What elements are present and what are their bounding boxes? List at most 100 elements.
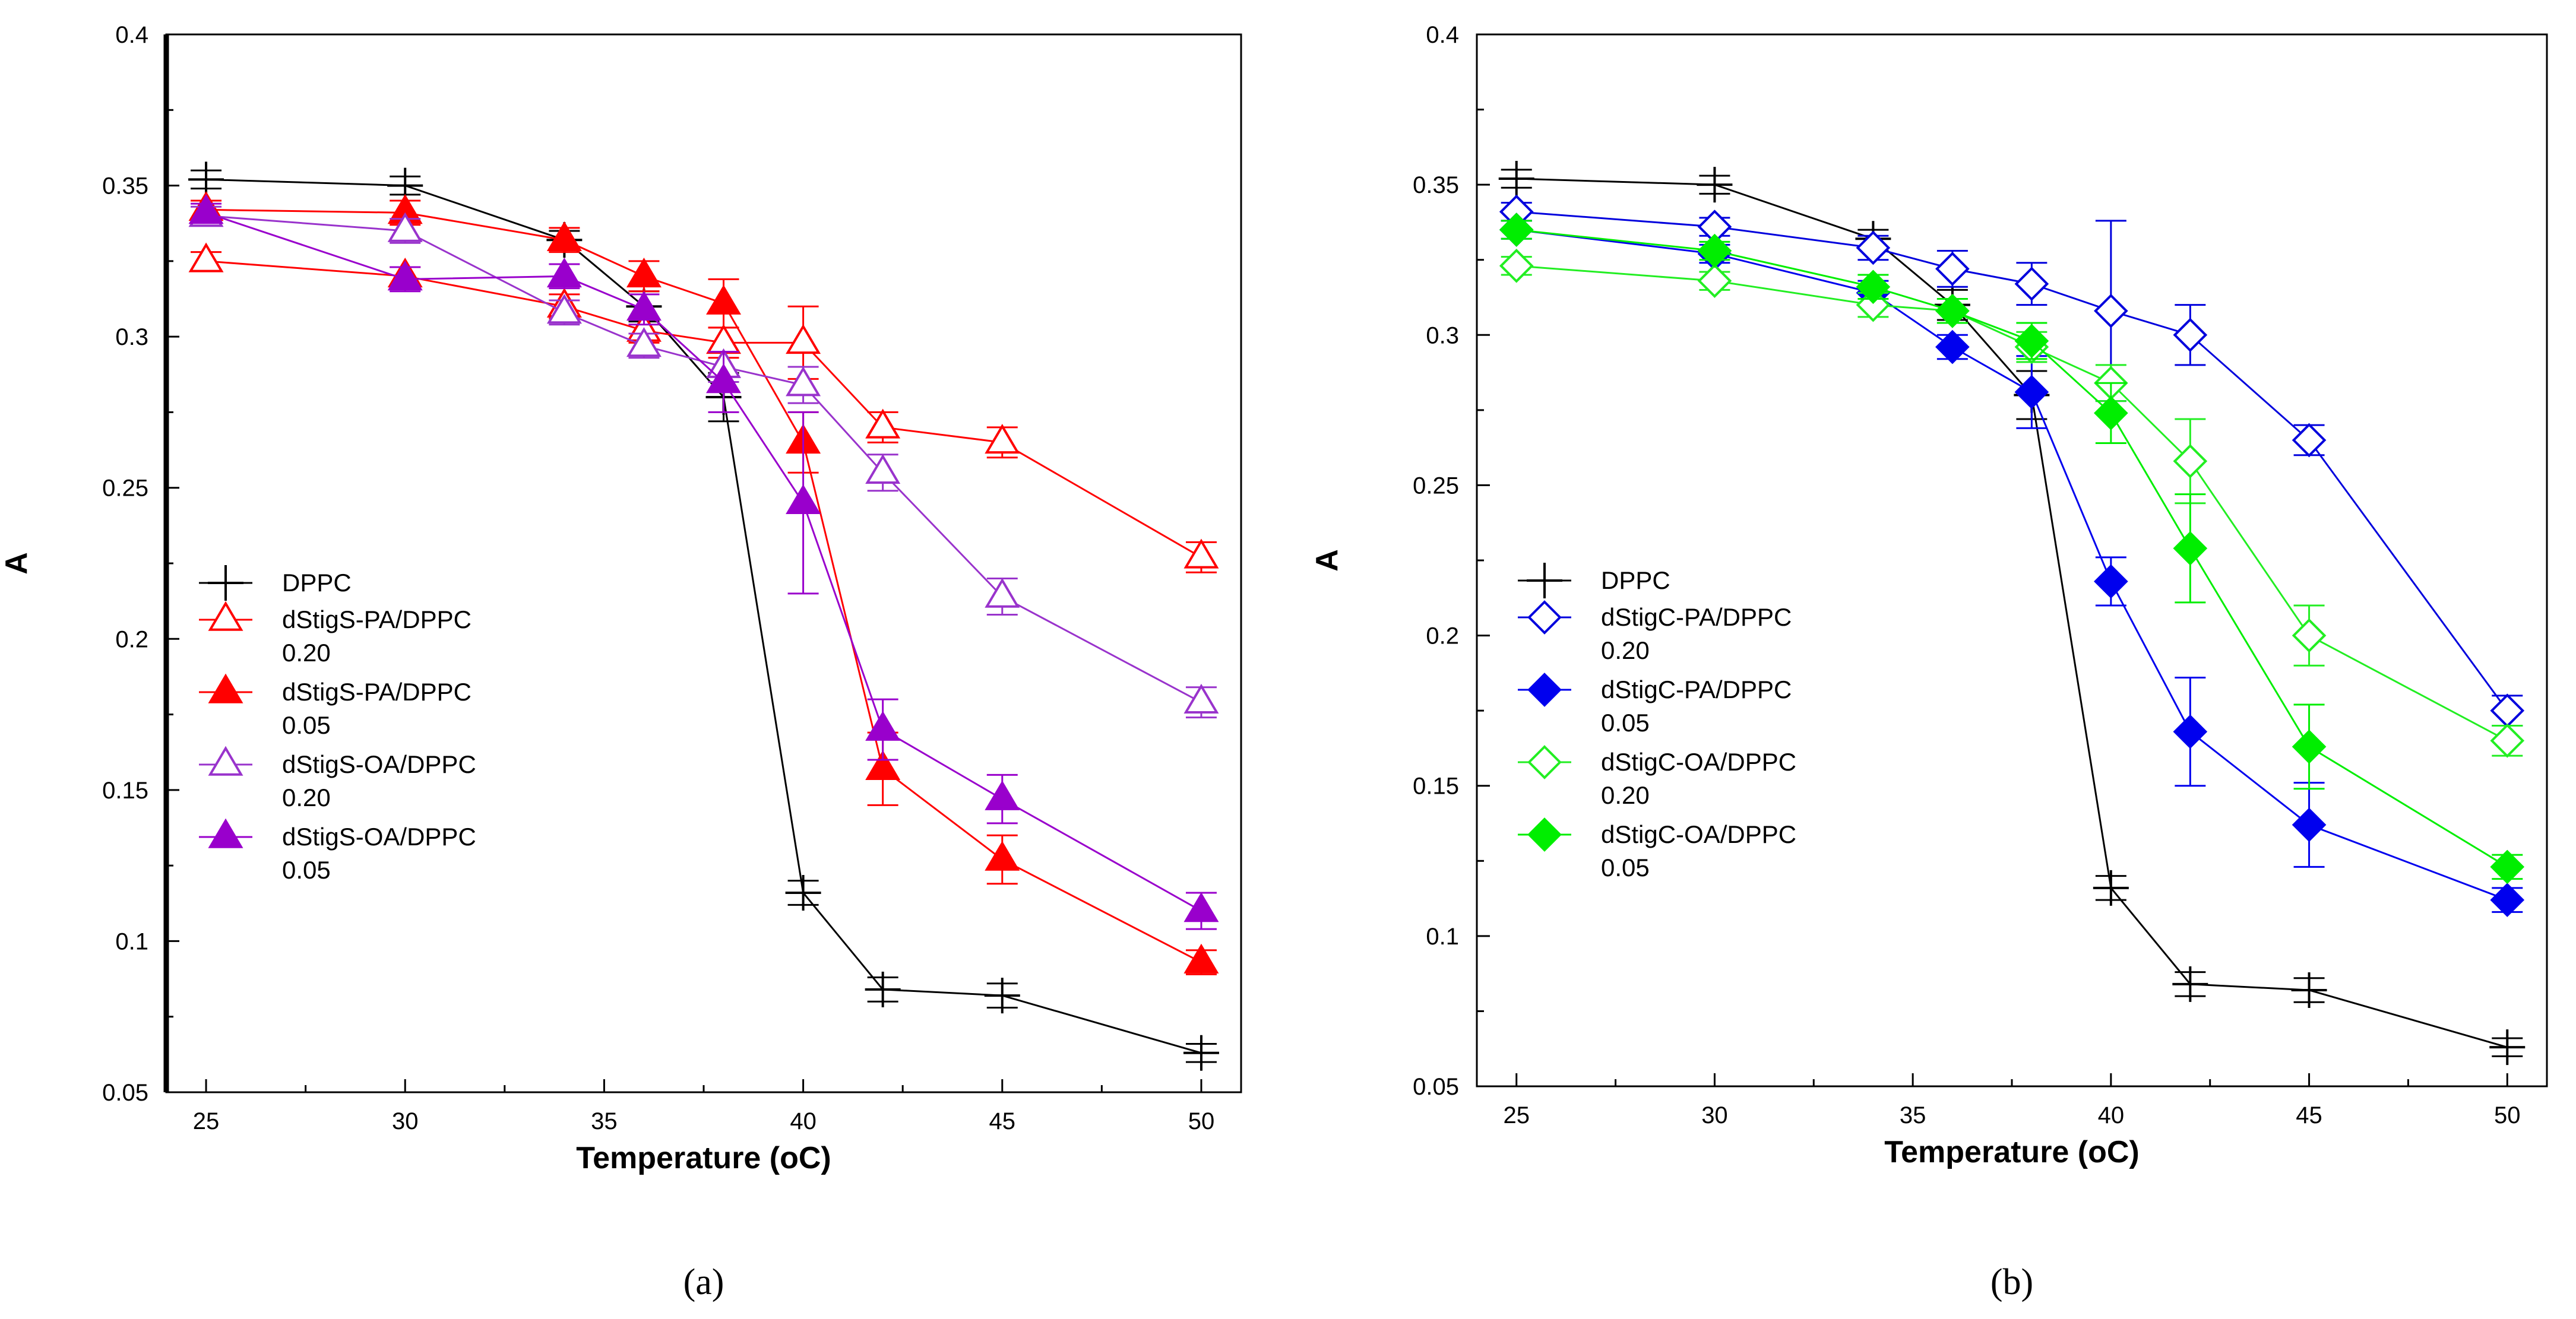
chart-a-data-point [546, 294, 582, 324]
chart-a-panel-label: (a) [683, 1262, 724, 1302]
chart-b-panel-label: (b) [1990, 1262, 2033, 1302]
chart-a-data-point [786, 366, 821, 397]
chart-a-data-point [626, 257, 662, 288]
chart-a-data-point [546, 221, 582, 252]
chart-a-svg: 0.05 0.1 0.15 0.2 0.25 0.3 0.35 0.4 25 30 35 40 45 50… [0, 22, 1242, 1302]
chart-a-legend-entry-3: dStigS-OA/DPPC 0.20 [199, 746, 476, 811]
chart-b-legend-label: 0.05 [1601, 854, 1650, 882]
chart-b-data-point [1499, 213, 1534, 247]
chart-a-plot-frame [165, 33, 1242, 1093]
chart-a-legend-label: 0.20 [282, 639, 331, 667]
chart-b-x-tick-label: 50 [2494, 1102, 2521, 1128]
chart-b-data-point [2490, 849, 2525, 884]
chart-b-series-1 [1499, 194, 2525, 728]
chart-a-series-3 [188, 197, 1219, 719]
chart-a-y-tick-label: 0.05 [102, 1080, 148, 1106]
chart-b-data-point [2173, 318, 2208, 353]
chart-b-y-tick-label: 0.15 [1413, 773, 1459, 800]
chart-a-data-point [865, 750, 901, 781]
chart-b-y-tick-label: 0.25 [1413, 473, 1459, 499]
chart-b-x-tick-label: 35 [1900, 1102, 1926, 1128]
chart-a-data-point [985, 841, 1020, 871]
chart-b-data-point [2490, 723, 2525, 758]
chart-b-data-point [2173, 714, 2208, 749]
chart-a-data-point [706, 284, 742, 315]
chart-b-legend-marker [1527, 673, 1562, 707]
chart-a-series-line [205, 260, 1202, 559]
chart-a-y-tick-label: 0.3 [115, 324, 148, 350]
chart-b-series-2 [1499, 213, 2525, 917]
chart-panel-a: 0.05 0.1 0.15 0.2 0.25 0.3 0.35 0.4 25 30 35 40 45 50… [0, 22, 1242, 1302]
chart-b-legend-marker [1527, 600, 1562, 635]
chart-a-data-point [1183, 943, 1219, 974]
chart-b-data-point [2014, 324, 2049, 359]
chart-b-data-point [2094, 293, 2128, 328]
chart-a-data-point [188, 194, 224, 224]
chart-b-x-tick-label: 30 [1701, 1102, 1728, 1128]
chart-b-legend-label: dStigC-PA/DPPC [1601, 676, 1792, 703]
chart-b-data-point [2173, 531, 2208, 566]
chart-a-data-point [706, 363, 742, 394]
chart-b-x-axis-title: Temperature (oC) [1884, 1135, 2140, 1169]
chart-a-x-tick-label: 45 [989, 1108, 1016, 1134]
chart-a-legend-marker [208, 818, 243, 848]
chart-b-y-tick-label: 0.2 [1426, 623, 1459, 649]
chart-b-legend-label: 0.05 [1601, 709, 1650, 737]
chart-a-y-tick-label: 0.25 [102, 475, 148, 502]
chart-a-data-point [865, 711, 901, 741]
chart-a-legend-entry-1: dStigS-PA/DPPC 0.20 [199, 601, 471, 667]
chart-b-y-tick-label: 0.35 [1413, 172, 1459, 198]
chart-b-data-point [2490, 693, 2525, 728]
chart-a-legend-label: 0.20 [282, 784, 331, 811]
chart-b-data-point [2094, 564, 2128, 599]
chart-b-data-point [1935, 329, 1970, 364]
chart-a-x-tick-label: 50 [1188, 1108, 1215, 1134]
chart-a-legend-label: dStigS-PA/DPPC [282, 605, 471, 633]
chart-a-data-point [865, 408, 901, 439]
chart-b-legend-entry-0: DPPC [1518, 563, 1670, 598]
chart-panel-b: 0.05 0.1 0.15 0.2 0.25 0.3 0.35 0.4 25 30 35 40 45 50… [1288, 0, 2576, 1319]
chart-a-x-tick-label: 40 [790, 1108, 817, 1134]
chart-a-legend-label: 0.05 [282, 711, 331, 739]
chart-a-legend-label: 0.05 [282, 856, 331, 884]
chart-b-series-line [1516, 265, 2508, 742]
chart-b-series-line [1516, 229, 2508, 901]
chart-a-data-point [985, 423, 1020, 454]
chart-b-data-point [1935, 293, 1970, 328]
chart-b-legend-label: dStigC-OA/DPPC [1601, 748, 1796, 776]
chart-a-data-point [1183, 538, 1219, 569]
chart-b-plot-frame [1476, 33, 2548, 1087]
chart-a-data-point [786, 484, 821, 514]
chart-b-data-point [2173, 444, 2208, 478]
chart-b-legend-label: 0.20 [1601, 781, 1650, 809]
chart-b-data-point [2014, 267, 2049, 302]
chart-a-data-point [626, 327, 662, 357]
chart-b-data-point [1697, 264, 1732, 298]
chart-b-legend-label: dStigC-PA/DPPC [1601, 603, 1792, 631]
chart-b-legend-label: DPPC [1601, 566, 1670, 594]
chart-a-y-axis-title: A [0, 552, 34, 575]
chart-a-data-point [786, 324, 821, 354]
chart-a-legend-marker [208, 746, 243, 776]
chart-b-data-point [2094, 396, 2128, 430]
chart-a-data-point [387, 212, 423, 242]
chart-a-y-tick-label: 0.2 [115, 626, 148, 652]
chart-b-y-tick-label: 0.05 [1413, 1074, 1459, 1100]
chart-b-legend-label: 0.20 [1601, 636, 1650, 664]
chart-a-y-tick-label: 0.1 [115, 928, 148, 955]
chart-a-legend-label: dStigS-OA/DPPC [282, 823, 476, 851]
chart-b-data-point [2292, 730, 2327, 764]
chart-a-data-point [1183, 892, 1219, 922]
chart-a-data-point [985, 780, 1020, 810]
chart-b-y-tick-label: 0.3 [1426, 322, 1459, 348]
chart-b-series-4 [1499, 213, 2525, 884]
chart-b-legend-entry-4: dStigC-OA/DPPC 0.05 [1518, 817, 1796, 882]
chart-a-legend-entry-2: dStigS-PA/DPPC 0.05 [199, 673, 471, 739]
chart-b-data-point [2292, 423, 2327, 458]
chart-b-y-tick-label: 0.1 [1426, 924, 1459, 950]
chart-a-legend-label: dStigS-PA/DPPC [282, 678, 471, 706]
chart-b-data-point [1856, 230, 1891, 265]
chart-a-legend-marker [208, 601, 243, 631]
chart-b-x-tick-label: 45 [2296, 1102, 2322, 1128]
chart-a-x-tick-label: 30 [392, 1108, 419, 1134]
